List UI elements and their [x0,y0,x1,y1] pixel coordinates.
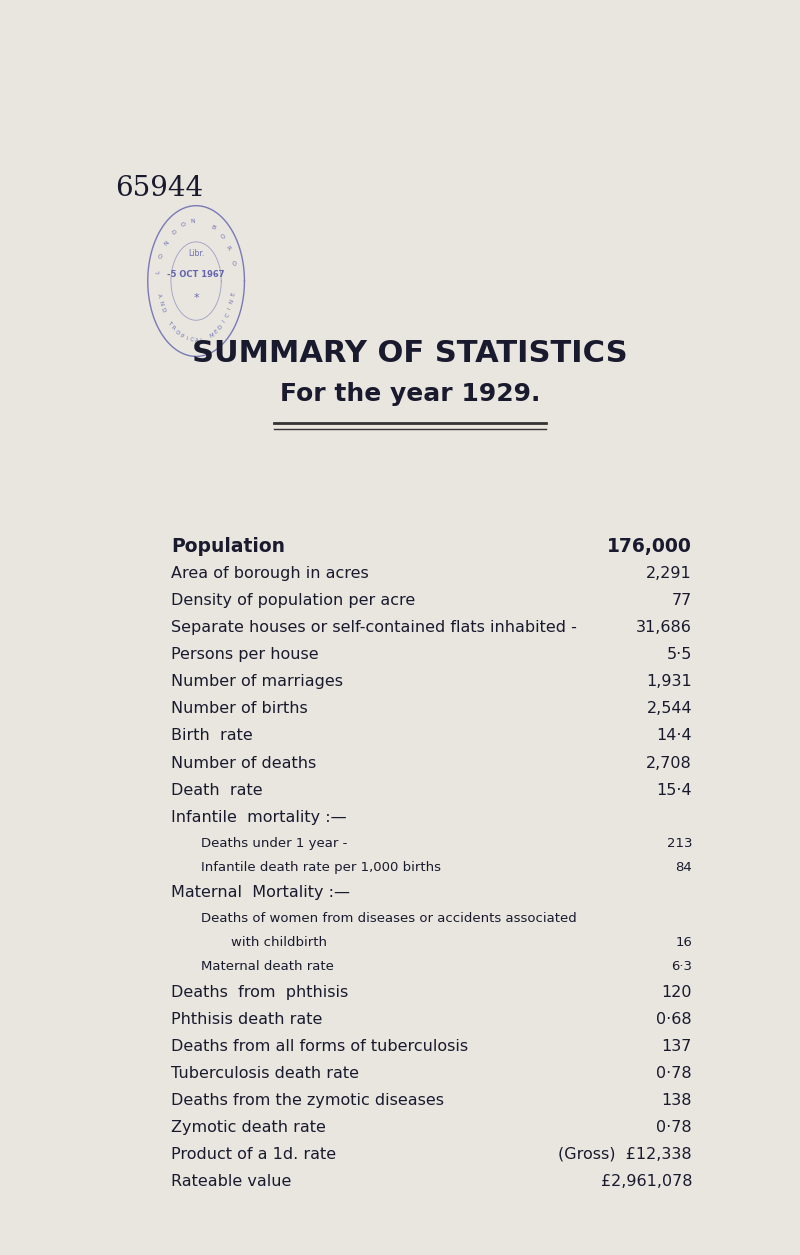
Text: 0·78: 0·78 [657,1065,692,1081]
Text: -5 OCT 1967: -5 OCT 1967 [167,270,225,279]
Text: E: E [214,329,219,335]
Text: D: D [217,324,223,330]
Text: with childbirth: with childbirth [231,936,327,949]
Text: Density of population per acre: Density of population per acre [171,594,415,609]
Text: Infantile death rate per 1,000 births: Infantile death rate per 1,000 births [201,861,441,873]
Text: 5·5: 5·5 [666,648,692,663]
Text: Phthisis death rate: Phthisis death rate [171,1012,322,1027]
Text: B: B [210,225,216,231]
Text: D: D [160,307,166,314]
Text: R: R [170,325,176,331]
Text: 213: 213 [666,837,692,850]
Text: Deaths under 1 year -: Deaths under 1 year - [201,837,347,850]
Text: O: O [174,330,180,336]
Text: Number of marriages: Number of marriages [171,674,343,689]
Text: Deaths  from  phthisis: Deaths from phthisis [171,985,349,999]
Text: 2,708: 2,708 [646,756,692,771]
Text: T: T [166,320,172,326]
Text: 6·3: 6·3 [671,960,692,974]
Text: (Gross)  £12,338: (Gross) £12,338 [558,1147,692,1162]
Text: 0·78: 0·78 [657,1119,692,1135]
Text: C: C [224,312,230,319]
Text: N: N [190,220,196,225]
Text: *: * [194,294,199,304]
Text: A: A [194,338,198,343]
Text: 120: 120 [662,985,692,999]
Text: O: O [180,222,186,228]
Text: Population: Population [171,537,286,556]
Text: 0·68: 0·68 [657,1012,692,1027]
Text: Maternal death rate: Maternal death rate [201,960,334,974]
Text: Birth  rate: Birth rate [171,728,253,743]
Text: Rateable value: Rateable value [171,1173,292,1188]
Text: C: C [190,338,194,343]
Text: 137: 137 [662,1039,692,1054]
Text: 15·4: 15·4 [657,783,692,798]
Text: N: N [158,300,164,306]
Text: 1,931: 1,931 [646,674,692,689]
Text: P: P [179,334,184,339]
Text: Infantile  mortality :—: Infantile mortality :— [171,809,347,825]
Text: I: I [227,307,233,311]
Text: R: R [225,245,231,251]
Text: M: M [209,333,214,339]
Text: Number of deaths: Number of deaths [171,756,317,771]
Text: 138: 138 [662,1093,692,1108]
Text: Persons per house: Persons per house [171,648,319,663]
Text: N: N [229,299,235,305]
Text: 77: 77 [672,594,692,609]
Text: Deaths from the zymotic diseases: Deaths from the zymotic diseases [171,1093,444,1108]
Text: Deaths from all forms of tuberculosis: Deaths from all forms of tuberculosis [171,1039,469,1054]
Text: 84: 84 [675,861,692,873]
Text: Product of a 1d. rate: Product of a 1d. rate [171,1147,337,1162]
Text: Libr.: Libr. [188,250,204,259]
Text: L: L [156,270,161,274]
Text: O: O [218,233,225,240]
Text: 65944: 65944 [115,174,204,202]
Text: Separate houses or self-contained flats inhabited -: Separate houses or self-contained flats … [171,620,577,635]
Text: D: D [170,228,178,236]
Text: E: E [230,292,236,296]
Text: 2,291: 2,291 [646,566,692,581]
Text: I: I [222,320,226,324]
Text: 176,000: 176,000 [607,537,692,556]
Text: £2,961,078: £2,961,078 [601,1173,692,1188]
Text: O: O [158,254,165,260]
Text: I: I [185,336,188,341]
Text: N: N [163,240,170,246]
Text: Area of borough in acres: Area of borough in acres [171,566,369,581]
Text: A: A [156,294,162,299]
Text: SUMMARY OF STATISTICS: SUMMARY OF STATISTICS [192,339,628,368]
Text: Death  rate: Death rate [171,783,263,798]
Text: Zymotic death rate: Zymotic death rate [171,1119,326,1135]
Text: 2,544: 2,544 [646,702,692,717]
Text: 31,686: 31,686 [636,620,692,635]
Text: Tuberculosis death rate: Tuberculosis death rate [171,1065,359,1081]
Text: 14·4: 14·4 [657,728,692,743]
Text: Deaths of women from diseases or accidents associated: Deaths of women from diseases or acciden… [201,912,577,925]
Text: Maternal  Mortality :—: Maternal Mortality :— [171,885,350,900]
Text: O: O [230,260,235,266]
Text: 16: 16 [675,936,692,949]
Text: For the year 1929.: For the year 1929. [280,382,540,407]
Text: L: L [200,338,204,343]
Text: Number of births: Number of births [171,702,308,717]
